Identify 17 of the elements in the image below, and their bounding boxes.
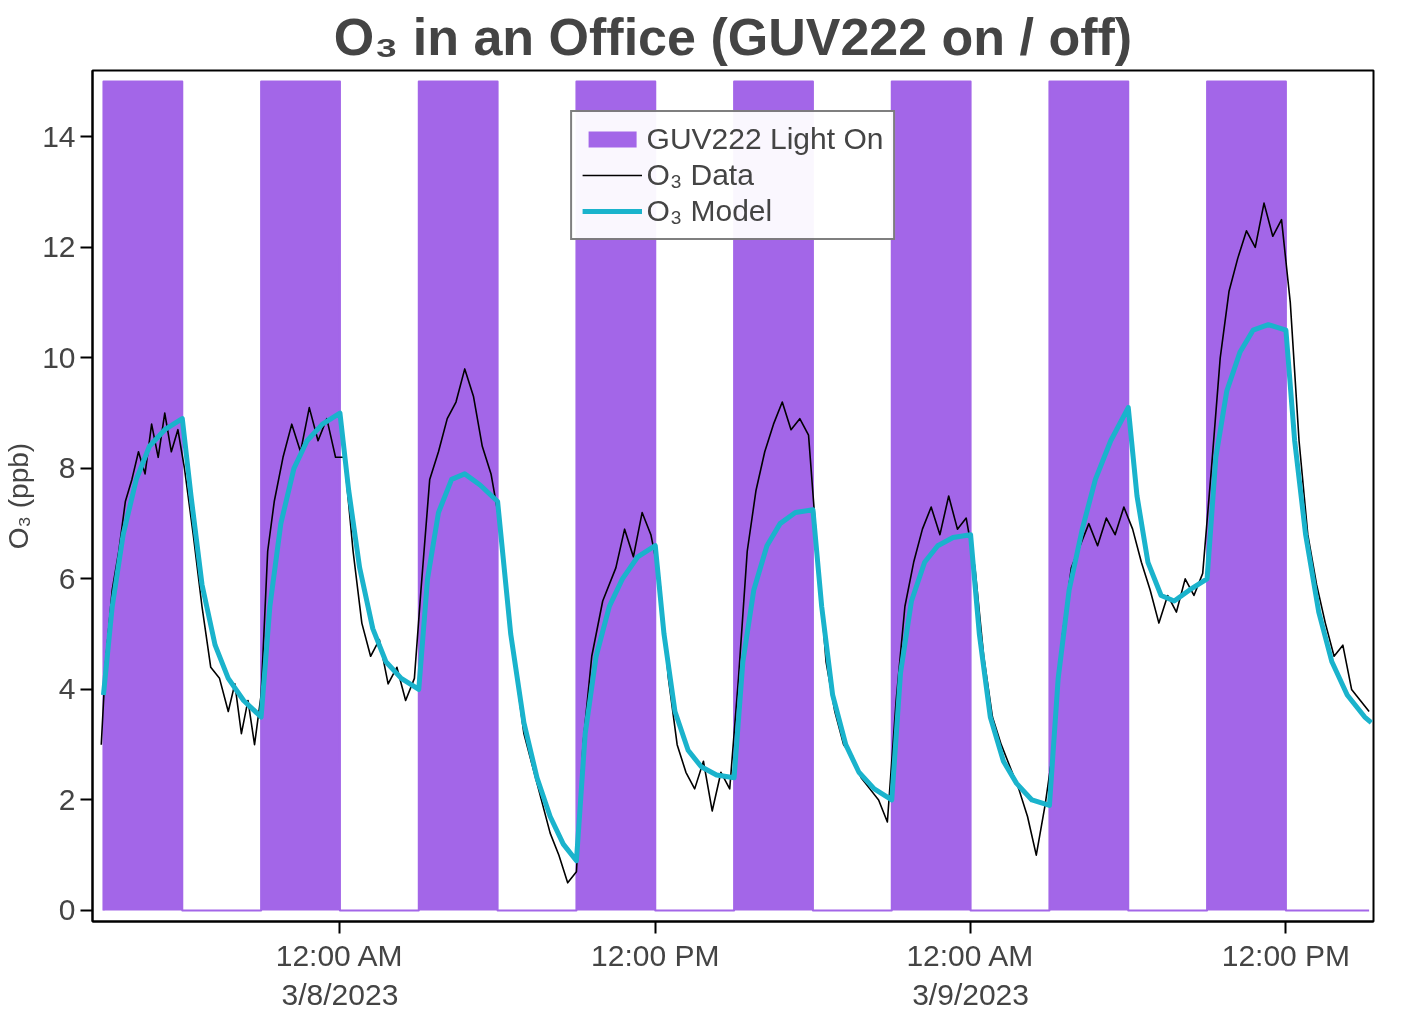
- y-tick-label: 14: [42, 119, 76, 153]
- y-axis-title: O₃ (ppb): [3, 442, 35, 550]
- legend-label: O₃ Model: [646, 194, 773, 228]
- chart-title: O₃ in an Office (GUV222 on / off): [333, 7, 1133, 66]
- x-tick-label: 12:00 PM: [591, 938, 720, 972]
- x-tick-label: 12:00 PM: [1221, 938, 1351, 972]
- legend-label: GUV222 Light On: [646, 122, 884, 156]
- x-tick-label: 12:00 AM 3/8/2023: [275, 938, 403, 1012]
- y-tick-label: 10: [42, 340, 76, 374]
- y-tick-label: 0: [58, 893, 76, 927]
- y-tick-label: 8: [58, 451, 76, 485]
- y-tick-label: 12: [42, 230, 76, 264]
- y-tick-label: 2: [58, 782, 76, 816]
- y-tick-label: 6: [58, 561, 76, 595]
- legend-label: O₃ Data: [646, 158, 754, 192]
- y-tick-label: 4: [58, 672, 76, 706]
- x-tick-label: 12:00 AM 3/9/2023: [906, 938, 1034, 1012]
